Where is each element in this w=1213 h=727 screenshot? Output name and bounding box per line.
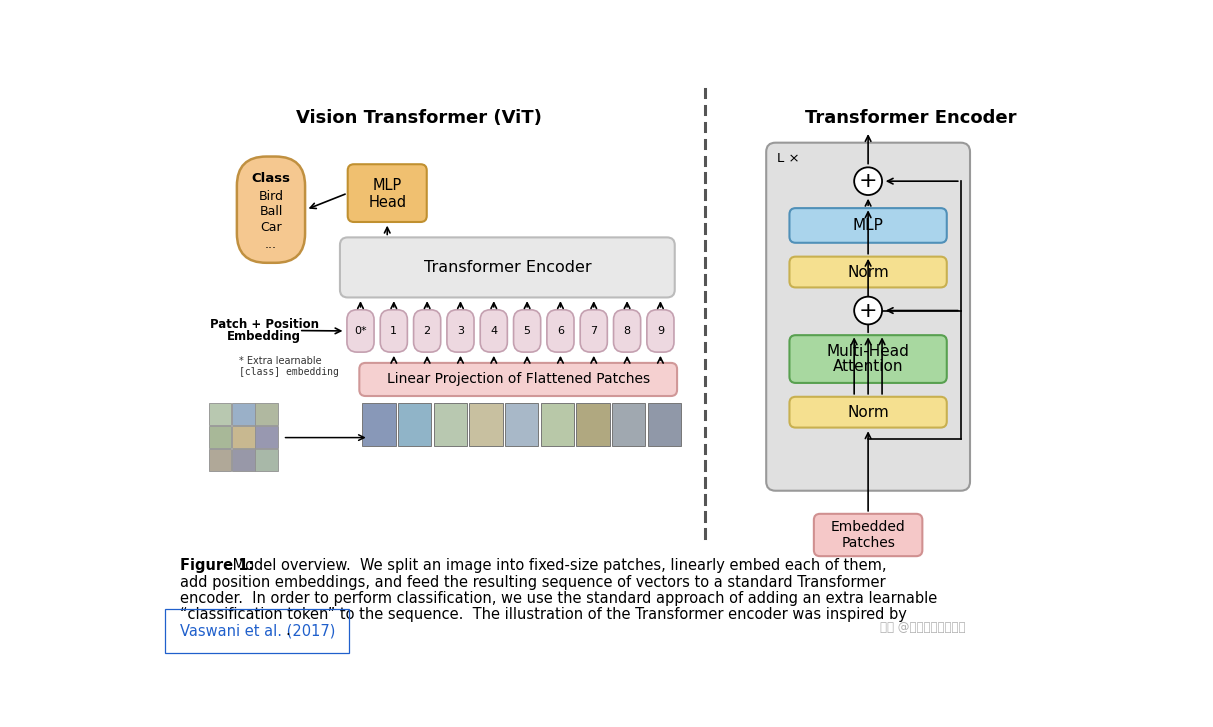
Text: Head: Head bbox=[369, 196, 406, 210]
Text: * Extra learnable: * Extra learnable bbox=[239, 356, 321, 366]
Bar bbox=[232, 449, 255, 472]
Text: Patches: Patches bbox=[841, 536, 895, 550]
Text: Embedding: Embedding bbox=[227, 330, 301, 343]
Circle shape bbox=[854, 167, 882, 195]
FancyBboxPatch shape bbox=[790, 335, 947, 383]
Text: 3: 3 bbox=[457, 326, 463, 336]
FancyBboxPatch shape bbox=[547, 310, 574, 352]
Text: Attention: Attention bbox=[833, 359, 904, 374]
FancyBboxPatch shape bbox=[614, 310, 640, 352]
Text: 0*: 0* bbox=[354, 326, 366, 336]
FancyBboxPatch shape bbox=[446, 310, 474, 352]
Text: 5: 5 bbox=[524, 326, 530, 336]
FancyBboxPatch shape bbox=[580, 310, 608, 352]
FancyBboxPatch shape bbox=[414, 310, 440, 352]
FancyBboxPatch shape bbox=[359, 363, 677, 396]
Bar bbox=[209, 426, 232, 449]
Bar bbox=[232, 426, 255, 449]
Circle shape bbox=[854, 297, 882, 324]
FancyBboxPatch shape bbox=[790, 257, 947, 287]
Text: Vision Transformer (ViT): Vision Transformer (ViT) bbox=[296, 109, 542, 126]
Text: 9: 9 bbox=[657, 326, 664, 336]
FancyBboxPatch shape bbox=[380, 310, 408, 352]
FancyBboxPatch shape bbox=[790, 397, 947, 427]
Text: “classification token” to the sequence.  The illustration of the Transformer enc: “classification token” to the sequence. … bbox=[180, 607, 906, 622]
Text: encoder.  In order to perform classification, we use the standard approach of ad: encoder. In order to perform classificat… bbox=[180, 591, 936, 606]
FancyBboxPatch shape bbox=[767, 142, 970, 491]
Text: Figure 1:: Figure 1: bbox=[180, 558, 254, 574]
Bar bbox=[613, 403, 645, 446]
Bar bbox=[576, 403, 610, 446]
Bar bbox=[209, 403, 232, 425]
Bar bbox=[256, 426, 278, 449]
Text: 8: 8 bbox=[623, 326, 631, 336]
Bar bbox=[209, 449, 232, 472]
Bar bbox=[398, 403, 432, 446]
Text: Model overview.  We split an image into fixed-size patches, linearly embed each : Model overview. We split an image into f… bbox=[228, 558, 885, 574]
Text: Vaswani et al. (2017): Vaswani et al. (2017) bbox=[180, 623, 335, 638]
Text: Embedded: Embedded bbox=[831, 521, 905, 534]
Bar bbox=[541, 403, 574, 446]
Text: Transformer Encoder: Transformer Encoder bbox=[805, 109, 1016, 126]
Text: +: + bbox=[859, 171, 877, 191]
Text: 1: 1 bbox=[391, 326, 398, 336]
Text: Class: Class bbox=[251, 172, 290, 185]
FancyBboxPatch shape bbox=[480, 310, 507, 352]
FancyBboxPatch shape bbox=[348, 164, 427, 222]
FancyBboxPatch shape bbox=[513, 310, 541, 352]
Text: Transformer Encoder: Transformer Encoder bbox=[423, 260, 591, 275]
Text: Linear Projection of Flattened Patches: Linear Projection of Flattened Patches bbox=[387, 372, 650, 387]
Text: Patch + Position: Patch + Position bbox=[210, 318, 319, 331]
Bar bbox=[648, 403, 680, 446]
FancyBboxPatch shape bbox=[347, 310, 374, 352]
Text: 知乎 @努力奋跼的小蜗牛: 知乎 @努力奋跼的小蜗牛 bbox=[881, 621, 966, 634]
Text: add position embeddings, and feed the resulting sequence of vectors to a standar: add position embeddings, and feed the re… bbox=[180, 574, 885, 590]
Bar bbox=[232, 403, 255, 425]
Bar bbox=[469, 403, 502, 446]
FancyBboxPatch shape bbox=[790, 208, 947, 243]
Text: Car: Car bbox=[260, 221, 281, 234]
Text: ...: ... bbox=[264, 238, 277, 251]
Text: 7: 7 bbox=[591, 326, 597, 336]
FancyBboxPatch shape bbox=[237, 156, 306, 262]
Text: Multi-Head: Multi-Head bbox=[827, 344, 910, 359]
Text: MLP: MLP bbox=[853, 218, 883, 233]
Text: Norm: Norm bbox=[847, 405, 889, 419]
Bar bbox=[256, 403, 278, 425]
Text: 2: 2 bbox=[423, 326, 431, 336]
Bar bbox=[434, 403, 467, 446]
Text: [class] embedding: [class] embedding bbox=[239, 367, 340, 377]
Text: +: + bbox=[859, 300, 877, 321]
FancyBboxPatch shape bbox=[340, 238, 674, 297]
Text: MLP: MLP bbox=[372, 178, 402, 193]
FancyBboxPatch shape bbox=[814, 514, 922, 556]
Text: Bird: Bird bbox=[258, 190, 284, 203]
Bar bbox=[256, 449, 278, 472]
Text: L ×: L × bbox=[778, 152, 799, 164]
Bar bbox=[363, 403, 395, 446]
Text: Norm: Norm bbox=[847, 265, 889, 280]
Text: .: . bbox=[286, 623, 290, 638]
Text: 4: 4 bbox=[490, 326, 497, 336]
Text: 6: 6 bbox=[557, 326, 564, 336]
Bar bbox=[505, 403, 539, 446]
FancyBboxPatch shape bbox=[647, 310, 674, 352]
Text: Ball: Ball bbox=[260, 206, 283, 219]
